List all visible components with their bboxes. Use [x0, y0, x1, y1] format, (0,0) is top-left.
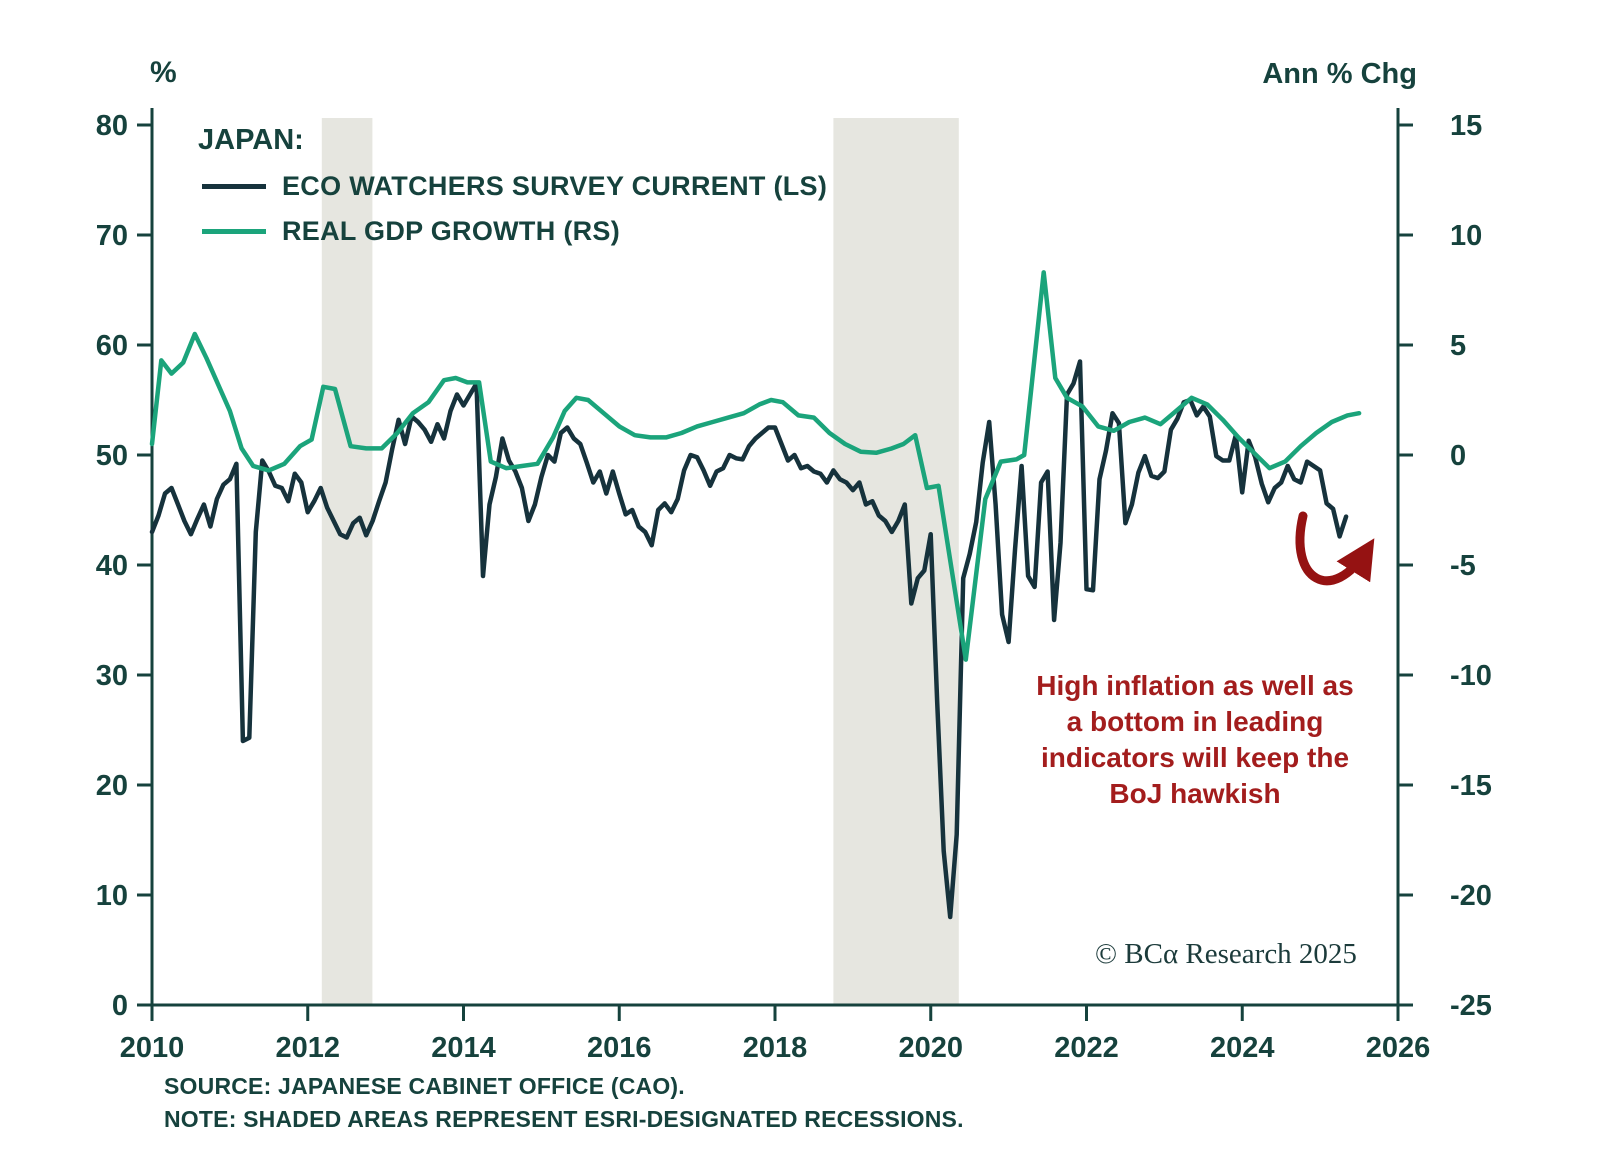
right-axis-tick-label: 5	[1450, 330, 1466, 362]
x-axis-tick-label: 2020	[898, 1032, 963, 1064]
annotation-line: High inflation as well as	[1036, 670, 1354, 701]
recession-note: NOTE: SHADED AREAS REPRESENT ESRI-DESIGN…	[164, 1106, 964, 1132]
left-axis-tick-label: 60	[96, 330, 128, 362]
series-line-eco-watchers	[149, 359, 1349, 920]
annotation-line: a bottom in leading	[1066, 706, 1324, 737]
trend-arrow-icon	[1295, 511, 1375, 586]
series-line-swatch-gdp	[202, 229, 266, 234]
x-axis-tick-label: 2014	[431, 1032, 496, 1064]
right-axis-tick-label: 0	[1450, 440, 1466, 472]
legend-label-gdp: REAL GDP GROWTH (RS)	[282, 216, 621, 246]
left-axis-unit-label: %	[150, 56, 177, 89]
footnotes: SOURCE: JAPANESE CABINET OFFICE (CAO). N…	[164, 1070, 964, 1136]
source-note: SOURCE: JAPANESE CABINET OFFICE (CAO).	[164, 1073, 685, 1099]
legend-label-eco: ECO WATCHERS SURVEY CURRENT (LS)	[282, 171, 828, 201]
left-axis-tick-label: 30	[96, 660, 128, 692]
left-axis-tick-label: 50	[96, 440, 128, 472]
left-axis-tick-label: 0	[112, 990, 128, 1022]
recession-band	[321, 118, 373, 1005]
x-axis-tick-label: 2022	[1054, 1032, 1119, 1064]
x-axis-tick-label: 2024	[1210, 1032, 1275, 1064]
x-axis-tick-label: 2026	[1366, 1032, 1431, 1064]
x-axis-tick-label: 2010	[120, 1032, 185, 1064]
left-axis-tick-label: 40	[96, 550, 128, 582]
right-axis-tick-label: 10	[1450, 220, 1482, 252]
left-axis-tick-label: 20	[96, 770, 128, 802]
annotation-line: indicators will keep the	[1040, 742, 1350, 773]
annotation-line: BoJ hawkish	[1109, 778, 1281, 809]
legend-title: JAPAN:	[198, 124, 304, 156]
recession-band	[833, 118, 959, 1005]
right-axis-tick-label: -20	[1450, 880, 1492, 912]
series-line-swatch-eco	[202, 184, 266, 189]
right-axis-tick-label: 15	[1450, 110, 1482, 142]
x-axis-tick-label: 2016	[587, 1032, 652, 1064]
x-axis-tick-label: 2012	[275, 1032, 340, 1064]
left-axis-tick-label: 80	[96, 110, 128, 142]
copyright-notice: © BCα Research 2025	[1095, 938, 1357, 970]
left-axis-tick-label: 70	[96, 220, 128, 252]
left-axis-tick-label: 10	[96, 880, 128, 912]
series-line-gdp-growth	[149, 270, 1362, 662]
right-axis-unit-label: Ann % Chg	[1262, 58, 1417, 90]
right-axis-tick-label: -10	[1450, 660, 1492, 692]
legend-item-gdp: REAL GDP GROWTH (RS)	[202, 216, 827, 247]
legend-item-eco-watchers: ECO WATCHERS SURVEY CURRENT (LS)	[202, 171, 827, 202]
right-axis-tick-label: -5	[1450, 550, 1476, 582]
right-axis-tick-label: -15	[1450, 770, 1492, 802]
legend: JAPAN: ECO WATCHERS SURVEY CURRENT (LS) …	[198, 124, 827, 247]
annotation-text: High inflation as well as a bottom in le…	[1005, 668, 1385, 812]
x-axis-tick-label: 2018	[743, 1032, 808, 1064]
right-axis-tick-label: -25	[1450, 990, 1492, 1022]
